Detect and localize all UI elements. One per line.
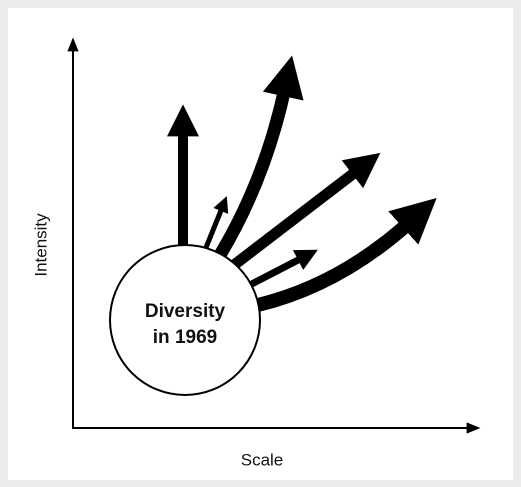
arrow	[202, 196, 229, 251]
arrow	[214, 55, 304, 259]
arrow	[230, 152, 381, 270]
center-circle	[109, 244, 261, 396]
arrow	[256, 198, 437, 312]
center-text: Diversity	[145, 301, 226, 322]
x-axis-label: Scale	[241, 450, 284, 469]
arrow	[244, 249, 318, 291]
center-text: in 1969	[153, 327, 217, 348]
arrows	[166, 55, 437, 312]
y-axis-label: Intensity	[31, 213, 50, 277]
